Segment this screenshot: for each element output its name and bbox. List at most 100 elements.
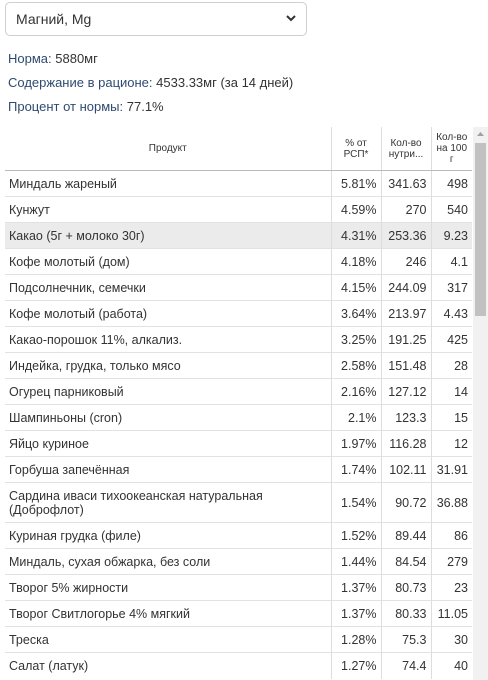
header-percent-rsp[interactable]: % от РСП*	[330, 127, 381, 171]
product-name-cell: Индейка, грудка, только мясо	[5, 352, 331, 379]
chevron-down-icon	[286, 15, 296, 22]
products-table: Продукт % от РСП* Кол-во нутри... Кол-во…	[5, 127, 472, 679]
nutrient-amount-cell: 213.97	[380, 300, 431, 327]
percent-rsp-cell: 1.37%	[330, 600, 381, 627]
product-name-cell: Творог 5% жирности	[5, 574, 331, 601]
per-100g-cell: 9.23	[430, 222, 472, 249]
table-row[interactable]: Подсолнечник, семечки 4.15% 244.09 317	[5, 274, 472, 301]
nutrient-amount-cell: 84.54	[380, 548, 431, 575]
per-100g-cell: 40	[430, 652, 472, 679]
norm-value: 5880мг	[55, 51, 98, 66]
percent-label: Процент от нормы:	[8, 99, 124, 114]
per-100g-cell: 279	[430, 548, 472, 575]
table-row[interactable]: Кунжут 4.59% 270 540	[5, 196, 472, 223]
percent-rsp-cell: 1.97%	[330, 430, 381, 457]
product-name-cell: Кунжут	[5, 196, 331, 223]
per-100g-cell: 30	[430, 626, 472, 653]
nutrient-amount-cell: 89.44	[380, 522, 431, 549]
percent-rsp-cell: 3.25%	[330, 326, 381, 353]
table-row[interactable]: Миндаль жареный 5.81% 341.63 498	[5, 170, 472, 197]
table-row[interactable]: Творог Свитлогорье 4% мягкий 1.37% 80.33 11…	[5, 600, 472, 627]
percent-rsp-cell: 2.16%	[330, 378, 381, 405]
per-100g-cell: 12	[430, 430, 472, 457]
table-row[interactable]: Шампиньоны (cron) 2.1% 123.3 15	[5, 404, 472, 431]
scroll-up-arrow-icon[interactable]	[473, 127, 488, 142]
nutrient-select-value: Магний, Mg	[16, 11, 92, 27]
per-100g-cell: 36.88	[430, 482, 472, 523]
per-100g-cell: 31.91	[430, 456, 472, 483]
header-per-100g[interactable]: Кол-во на 100 г	[430, 127, 472, 171]
table-row[interactable]: Миндаль, сухая обжарка, без соли 1.44% 84.…	[5, 548, 472, 575]
scrollbar-thumb[interactable]	[475, 143, 486, 316]
nutrient-amount-cell: 74.4	[380, 652, 431, 679]
table-row[interactable]: Кофе молотый (работа) 3.64% 213.97 4.43	[5, 300, 472, 327]
nutrient-amount-cell: 123.3	[380, 404, 431, 431]
table-row[interactable]: Куриная грудка (филе) 1.52% 89.44 86	[5, 522, 472, 549]
table-row[interactable]: Горбуша запечённая 1.74% 102.11 31.91	[5, 456, 472, 483]
percent-value: 77.1%	[126, 99, 164, 114]
nutrient-amount-cell: 253.36	[380, 222, 431, 249]
product-name-cell: Миндаль, сухая обжарка, без соли	[5, 548, 331, 575]
table-row[interactable]: Какао (5г + молоко 30г) 4.31% 253.36 9.23	[5, 222, 472, 249]
product-name-cell: Яйцо куриное	[5, 430, 331, 457]
nutrient-amount-cell: 80.33	[380, 600, 431, 627]
table-row[interactable]: Огурец парниковый 2.16% 127.12 14	[5, 378, 472, 405]
percent-rsp-cell: 1.54%	[330, 482, 381, 523]
per-100g-cell: 4.43	[430, 300, 472, 327]
product-name-cell: Творог Свитлогорье 4% мягкий	[5, 600, 331, 627]
percent-rsp-cell: 4.18%	[330, 248, 381, 275]
percent-rsp-cell: 1.44%	[330, 548, 381, 575]
product-name-cell: Кофе молотый (дом)	[5, 248, 331, 275]
table-row[interactable]: Индейка, грудка, только мясо 2.58% 151.48 2…	[5, 352, 472, 379]
per-100g-cell: 425	[430, 326, 472, 353]
product-name-cell: Подсолнечник, семечки	[5, 274, 331, 301]
nutrient-amount-cell: 246	[380, 248, 431, 275]
percent-rsp-cell: 2.58%	[330, 352, 381, 379]
percent-rsp-cell: 5.81%	[330, 170, 381, 197]
content-value: 4533.33мг (за 14 дней)	[156, 75, 294, 90]
nutrient-amount-cell: 116.28	[380, 430, 431, 457]
percent-rsp-cell: 3.64%	[330, 300, 381, 327]
table-scrollbar[interactable]	[473, 127, 488, 680]
per-100g-cell: 86	[430, 522, 472, 549]
nutrient-amount-cell: 151.48	[380, 352, 431, 379]
nutrient-amount-cell: 80.73	[380, 574, 431, 601]
table-row[interactable]: Какао-порошок 11%, алкализ. 3.25% 191.25 42…	[5, 326, 472, 353]
nutrient-amount-cell: 270	[380, 196, 431, 223]
percent-rsp-cell: 1.28%	[330, 626, 381, 653]
nutrient-amount-cell: 102.11	[380, 456, 431, 483]
nutrient-amount-cell: 341.63	[380, 170, 431, 197]
per-100g-cell: 23	[430, 574, 472, 601]
product-name-cell: Салат (латук)	[5, 652, 331, 679]
per-100g-cell: 498	[430, 170, 472, 197]
table-row[interactable]: Треска 1.28% 75.3 30	[5, 626, 472, 653]
per-100g-cell: 11.05	[430, 600, 472, 627]
product-name-cell: Сардина иваси тихоокеанская натуральная …	[5, 482, 331, 523]
header-nutrient-amount[interactable]: Кол-во нутри...	[380, 127, 431, 171]
table-row[interactable]: Яйцо куриное 1.97% 116.28 12	[5, 430, 472, 457]
nutrient-amount-cell: 127.12	[380, 378, 431, 405]
percent-rsp-cell: 4.15%	[330, 274, 381, 301]
percent-rsp-cell: 4.59%	[330, 196, 381, 223]
percent-rsp-cell: 1.27%	[330, 652, 381, 679]
product-name-cell: Какао (5г + молоко 30г)	[5, 222, 331, 249]
percent-rsp-cell: 2.1%	[330, 404, 381, 431]
product-name-cell: Горбуша запечённая	[5, 456, 331, 483]
table-row[interactable]: Салат (латук) 1.27% 74.4 40	[5, 652, 472, 679]
per-100g-cell: 14	[430, 378, 472, 405]
per-100g-cell: 28	[430, 352, 472, 379]
table-row[interactable]: Кофе молотый (дом) 4.18% 246 4.1	[5, 248, 472, 275]
product-name-cell: Какао-порошок 11%, алкализ.	[5, 326, 331, 353]
product-name-cell: Куриная грудка (филе)	[5, 522, 331, 549]
product-name-cell: Шампиньоны (cron)	[5, 404, 331, 431]
products-table-container: Продукт % от РСП* Кол-во нутри... Кол-во…	[5, 127, 472, 680]
table-row[interactable]: Творог 5% жирности 1.37% 80.73 23	[5, 574, 472, 601]
nutrient-select[interactable]: Магний, Mg	[5, 2, 307, 36]
table-row[interactable]: Сардина иваси тихоокеанская натуральная …	[5, 482, 472, 523]
per-100g-cell: 15	[430, 404, 472, 431]
percent-line: Процент от нормы: 77.1%	[8, 99, 164, 114]
product-name-cell: Кофе молотый (работа)	[5, 300, 331, 327]
table-header-row: Продукт % от РСП* Кол-во нутри... Кол-во…	[5, 127, 472, 171]
header-product[interactable]: Продукт	[5, 127, 331, 171]
